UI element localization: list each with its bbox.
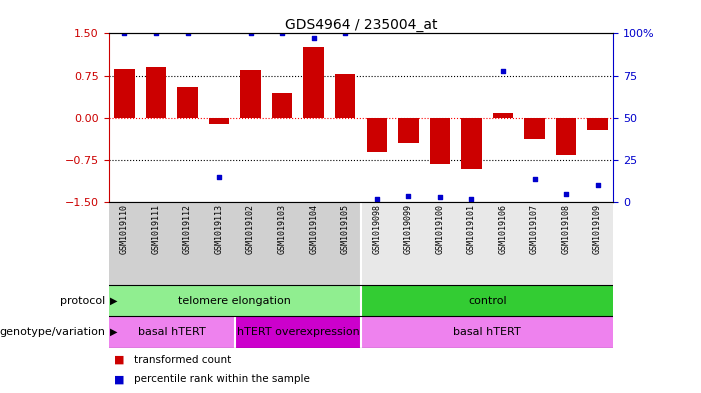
Point (529, 176, 540, 182)
Bar (524, 118, 545, 139)
Bar (519, 202, 550, 285)
Bar (114, 69, 135, 118)
Bar (556, 118, 576, 154)
Point (308, 35, 320, 42)
Text: GSM1019111: GSM1019111 (151, 204, 161, 254)
Bar (235, 202, 266, 285)
Text: control: control (468, 296, 507, 306)
Bar (430, 118, 450, 164)
Point (435, 194, 446, 200)
Text: GSM1019102: GSM1019102 (246, 204, 255, 254)
Bar (361, 202, 393, 285)
Bar (582, 202, 613, 285)
Text: GSM1019098: GSM1019098 (372, 204, 381, 254)
Point (372, 196, 383, 202)
Bar (146, 67, 166, 118)
Bar (298, 202, 329, 285)
Text: protocol: protocol (60, 296, 105, 306)
Bar (361, 316, 613, 348)
Text: GSM1019113: GSM1019113 (215, 204, 224, 254)
Point (214, 174, 225, 180)
Point (403, 193, 414, 199)
Text: GSM1019103: GSM1019103 (278, 204, 287, 254)
Text: GSM1019109: GSM1019109 (593, 204, 602, 254)
Point (340, 30, 351, 37)
Text: hTERT overexpression: hTERT overexpression (236, 327, 360, 337)
Point (119, 30, 130, 37)
Bar (266, 202, 298, 285)
Point (245, 30, 257, 37)
Point (498, 68, 509, 74)
Point (277, 30, 288, 37)
Bar (393, 202, 424, 285)
Text: GSM1019104: GSM1019104 (309, 204, 318, 254)
Text: ▶: ▶ (110, 296, 118, 306)
Bar (398, 118, 418, 143)
Bar (235, 316, 361, 348)
Bar (109, 316, 235, 348)
Bar (461, 118, 482, 169)
Bar (109, 285, 361, 316)
Bar (140, 202, 172, 285)
Bar (203, 202, 235, 285)
Point (561, 191, 572, 197)
Text: basal hTERT: basal hTERT (454, 327, 521, 337)
Bar (493, 114, 513, 118)
Bar (456, 202, 487, 285)
Bar (240, 70, 261, 118)
Bar (109, 202, 140, 285)
Text: GSM1019108: GSM1019108 (562, 204, 571, 254)
Bar (177, 87, 198, 118)
Text: GSM1019099: GSM1019099 (404, 204, 413, 254)
Bar (361, 285, 613, 316)
Text: telomere elongation: telomere elongation (178, 296, 292, 306)
Bar (172, 202, 203, 285)
Bar (487, 202, 519, 285)
Bar (304, 48, 324, 118)
Text: genotype/variation: genotype/variation (0, 327, 105, 337)
Bar (209, 118, 229, 123)
Text: GSM1019100: GSM1019100 (435, 204, 444, 254)
Text: GSM1019112: GSM1019112 (183, 204, 192, 254)
Text: GSM1019105: GSM1019105 (341, 204, 350, 254)
Point (182, 30, 193, 37)
Text: ■: ■ (114, 374, 124, 384)
Text: GSM1019107: GSM1019107 (530, 204, 539, 254)
Point (592, 182, 604, 189)
Text: ■: ■ (114, 354, 124, 365)
Text: percentile rank within the sample: percentile rank within the sample (134, 374, 310, 384)
Bar (335, 74, 355, 118)
Bar (587, 118, 608, 130)
Text: ▶: ▶ (110, 327, 118, 337)
Text: GSM1019101: GSM1019101 (467, 204, 476, 254)
Text: GSM1019106: GSM1019106 (498, 204, 508, 254)
Title: GDS4964 / 235004_at: GDS4964 / 235004_at (285, 18, 437, 32)
Bar (367, 118, 387, 152)
Bar (550, 202, 582, 285)
Point (151, 30, 162, 37)
Bar (329, 202, 361, 285)
Text: basal hTERT: basal hTERT (138, 327, 205, 337)
Bar (272, 92, 292, 118)
Bar (424, 202, 456, 285)
Point (466, 196, 477, 202)
Text: GSM1019110: GSM1019110 (120, 204, 129, 254)
Text: transformed count: transformed count (134, 354, 231, 365)
